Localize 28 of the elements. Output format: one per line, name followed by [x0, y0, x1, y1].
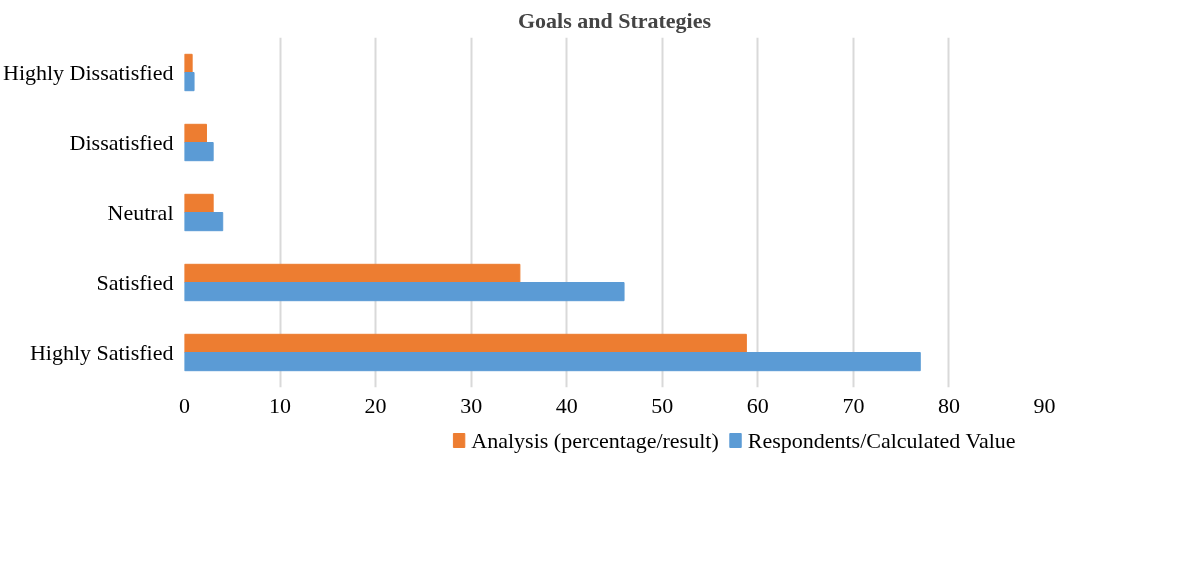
- x-tick-label: 20: [364, 392, 387, 418]
- x-tick-label: 80: [937, 392, 960, 418]
- bar: [184, 72, 195, 92]
- x-tick-label: 70: [842, 392, 865, 418]
- bar: [184, 193, 214, 213]
- x-tick-label: 10: [269, 392, 292, 418]
- bar: [184, 333, 747, 353]
- bar: [184, 212, 224, 232]
- bar: [184, 352, 921, 372]
- x-tick-label: 30: [460, 392, 483, 418]
- y-tick-label: Dissatisfied: [69, 130, 174, 155]
- x-tick-label: 50: [651, 392, 674, 418]
- y-tick-label: Highly Satisfied: [29, 340, 174, 365]
- y-tick-label: Highly Dissatisfied: [3, 60, 174, 85]
- x-tick-label: 40: [555, 392, 578, 418]
- bar: [184, 263, 521, 283]
- x-tick-label: 60: [746, 392, 769, 418]
- x-tick-label: 90: [1033, 392, 1056, 418]
- chart-title: Goals and Strategies: [517, 7, 712, 33]
- legend-label: Analysis (percentage/result): [471, 428, 719, 453]
- bar: [184, 142, 214, 162]
- y-tick-label: Neutral: [107, 200, 174, 225]
- bar: [184, 123, 207, 143]
- bar: [184, 282, 625, 302]
- x-tick-label: 0: [179, 392, 190, 418]
- legend-label: Respondents/Calculated Value: [747, 428, 1016, 453]
- bar: [184, 53, 193, 73]
- y-tick-label: Satisfied: [96, 270, 174, 295]
